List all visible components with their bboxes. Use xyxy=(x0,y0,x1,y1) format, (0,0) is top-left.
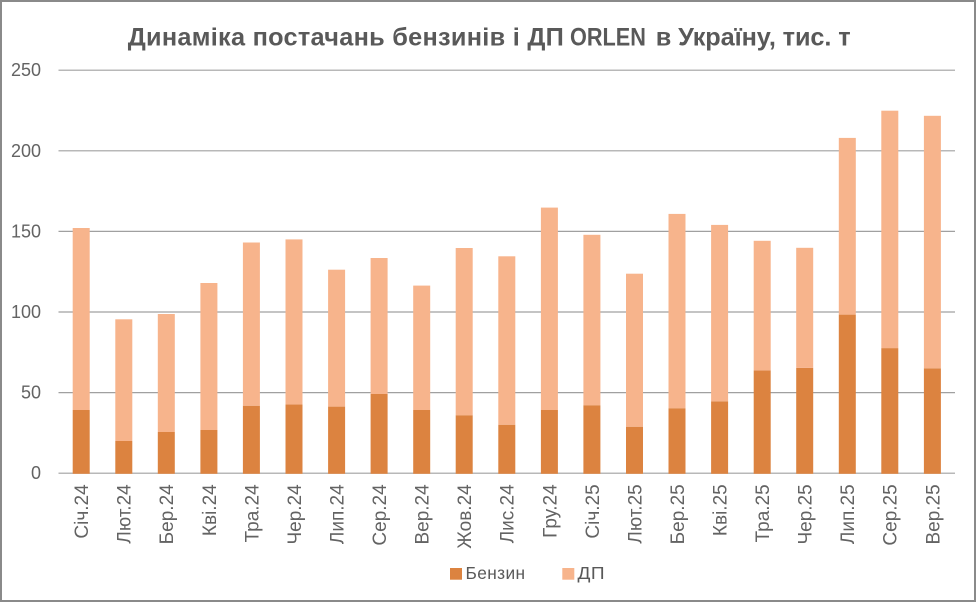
svg-text:Лис.24: Лис.24 xyxy=(498,484,519,543)
svg-text:50: 50 xyxy=(21,383,41,403)
svg-text:ДП: ДП xyxy=(578,563,606,583)
svg-text:Лип.24: Лип.24 xyxy=(328,484,349,544)
svg-text:Вер.24: Вер.24 xyxy=(413,484,434,545)
svg-text:Чер.24: Чер.24 xyxy=(285,484,306,545)
svg-text:Жов.24: Жов.24 xyxy=(455,484,476,549)
svg-text:Динаміка постачань бензинів і: Динаміка постачань бензинів і ДП xyxy=(128,24,564,52)
svg-text:Кві.24: Кві.24 xyxy=(200,484,221,536)
svg-text:Лют.24: Лют.24 xyxy=(115,484,136,544)
svg-text:Тра.24: Тра.24 xyxy=(242,484,263,543)
svg-text:Вер.25: Вер.25 xyxy=(923,484,944,544)
svg-text:Бер.25: Бер.25 xyxy=(668,484,689,544)
svg-text:Гру.24: Гру.24 xyxy=(540,484,561,538)
svg-text:150: 150 xyxy=(11,221,41,241)
svg-text:Січ.25: Січ.25 xyxy=(583,484,604,538)
svg-text:250: 250 xyxy=(11,60,41,80)
svg-text:Тра.25: Тра.25 xyxy=(753,484,774,542)
svg-text:0: 0 xyxy=(31,463,41,483)
svg-text:Кві.25: Кві.25 xyxy=(711,484,732,536)
svg-text:Січ.24: Січ.24 xyxy=(72,484,93,539)
svg-text:Бензин: Бензин xyxy=(466,563,526,583)
svg-text:Сер.25: Сер.25 xyxy=(881,484,902,545)
svg-text:Чер.25: Чер.25 xyxy=(796,484,817,544)
svg-text:Лют.25: Лют.25 xyxy=(625,484,646,543)
svg-text:Бер.24: Бер.24 xyxy=(157,484,178,544)
svg-text:в Україну, тис. т: в Україну, тис. т xyxy=(656,24,851,52)
svg-text:200: 200 xyxy=(11,141,41,161)
svg-text:100: 100 xyxy=(11,302,41,322)
svg-text:Лип.25: Лип.25 xyxy=(838,484,859,544)
svg-text:Сер.24: Сер.24 xyxy=(370,484,391,546)
svg-text:ORLEN: ORLEN xyxy=(570,24,646,52)
